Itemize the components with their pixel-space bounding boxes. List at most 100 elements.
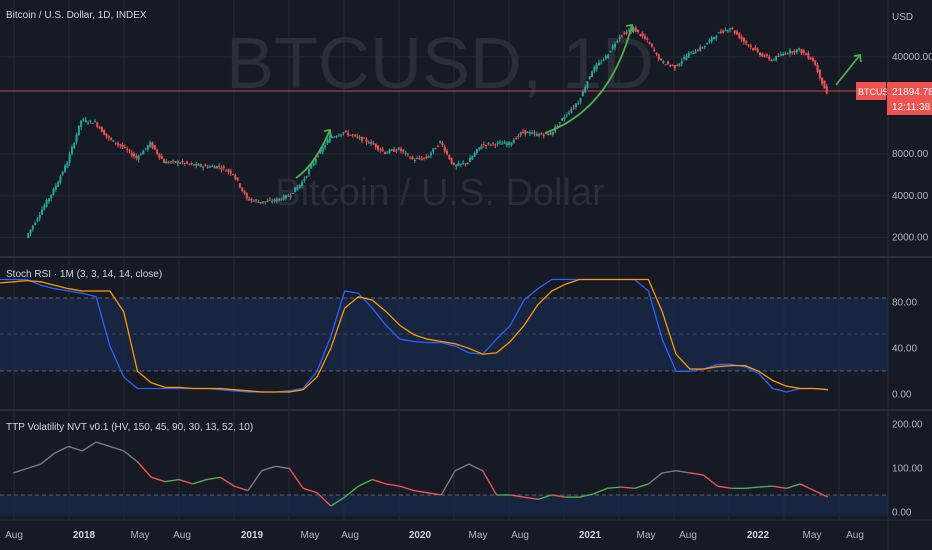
candle-body [61,172,64,175]
candle-body [381,149,384,151]
candle-body [319,149,322,154]
candle-body [680,61,683,64]
time-tick-label: Aug [173,530,191,541]
candle-body [54,185,57,190]
candle-body [416,158,419,160]
candle-body [517,135,520,137]
time-scale[interactable]: Aug 2018 May Aug 2019 May Aug 2020 May Aug 2021 May… [5,530,864,541]
time-tick-label: 2021 [579,530,602,541]
candle-body [232,174,235,176]
candle-body [648,42,651,44]
candle-body [116,143,119,145]
nvt-segment [165,478,180,483]
candle-body [337,135,340,137]
candle-body [176,161,179,164]
candle-body [98,126,101,129]
nvt-series [13,441,829,507]
candle-body [692,52,695,55]
nvt-segment [13,467,28,474]
candle-body [165,161,168,164]
candle-body [328,136,331,143]
candle-body [505,143,508,146]
trend-arrow[interactable] [295,129,331,179]
price-scale[interactable]: 40000.00 8000.00 4000.00 2000.00 80.00 40.00 0… [892,52,932,519]
candle-body [703,45,706,48]
nvt-segment [813,489,829,498]
candle-body [188,163,191,165]
candle-body [749,45,752,47]
candle-body [761,53,764,57]
nvt-segment [247,470,263,491]
nvt-band-fill [0,495,888,516]
candle-body [551,131,554,135]
candle-body [427,156,430,158]
candle-body [556,126,559,128]
trend-arrow[interactable] [835,54,861,86]
candle-body [202,166,205,168]
candle-body [370,141,373,144]
trend-arrow[interactable] [544,24,633,134]
candle-body [779,54,782,56]
candle-body [119,144,122,146]
currency-label: USD [892,12,913,23]
candle-body [383,151,386,154]
candle-body [715,36,718,39]
candle-body [135,156,138,159]
candle-body [114,142,117,144]
candle-body [105,133,108,137]
candle-body [726,30,729,32]
stoch-pane-title[interactable]: Stoch RSI · 1M (3, 3, 14, 14, close) [6,269,162,280]
candle-body [183,163,186,165]
candle-body [581,90,584,97]
candle-body [45,199,48,207]
candle-body [436,146,439,148]
candle-body [793,50,796,53]
candle-body [607,54,610,59]
candle-body [31,225,34,230]
nvt-segment [537,494,552,501]
candle-body [326,140,329,144]
candle-body [126,148,129,150]
candle-body [519,132,522,136]
candle-body [446,150,449,154]
nvt-segment [233,485,249,492]
candle-body [342,132,345,134]
candle-body [190,163,193,165]
nvt-pane-title[interactable]: TTP Volatility NVT v0.1 (HV, 150, 45, 90… [6,422,253,433]
candle-body [390,149,393,151]
price-badge-countdown: 12:11:38 [892,102,931,113]
candle-body [547,133,550,136]
candle-body [699,46,702,51]
candle-body [310,164,313,169]
candle-body [70,146,73,154]
nvt-segment [288,468,304,489]
candle-body [597,62,600,66]
nvt-segment [675,470,690,474]
candle-body [689,51,692,53]
candle-body [365,139,368,143]
candle-body [156,149,159,154]
candle-body [471,156,474,160]
candle-body [73,142,76,148]
candle-body [282,195,285,201]
main-pane-title[interactable]: Bitcoin / U.S. Dollar, 1D, INDEX [6,10,147,21]
nvt-segment [178,478,193,485]
candle-body [558,122,561,124]
candle-body [321,147,324,152]
price-tick-label: 40000.00 [892,52,932,63]
candle-body [742,37,745,42]
candle-body [623,32,626,34]
nvt-segment [510,494,525,498]
candle-body [377,145,380,150]
candle-body [93,121,96,123]
candle-body [52,188,55,195]
candle-body [614,43,617,48]
candle-body [273,199,276,201]
nvt-segment [454,463,470,472]
candle-body [563,116,566,119]
nvt-segment [427,492,442,496]
candle-body [229,170,232,174]
nvt-segment [551,494,566,498]
